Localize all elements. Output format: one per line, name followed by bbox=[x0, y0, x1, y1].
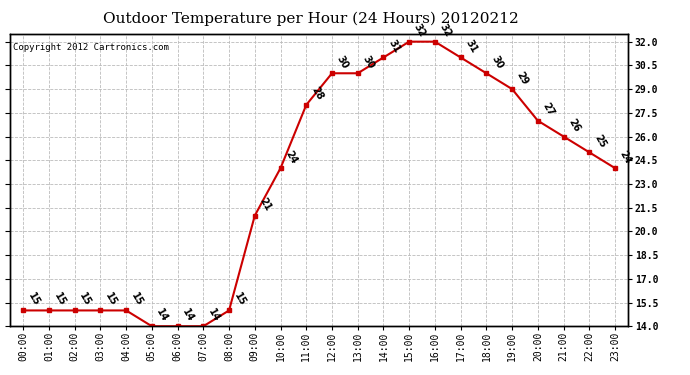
Text: 29: 29 bbox=[515, 70, 531, 86]
Text: 31: 31 bbox=[464, 38, 479, 55]
Text: 15: 15 bbox=[232, 291, 247, 308]
Text: 14: 14 bbox=[180, 307, 196, 324]
Text: 14: 14 bbox=[206, 307, 221, 324]
Text: 15: 15 bbox=[26, 291, 41, 308]
Text: 24: 24 bbox=[284, 148, 299, 165]
Text: 28: 28 bbox=[309, 86, 324, 102]
Text: 15: 15 bbox=[129, 291, 144, 308]
Text: 14: 14 bbox=[155, 307, 170, 324]
Text: 27: 27 bbox=[541, 101, 556, 118]
Text: Outdoor Temperature per Hour (24 Hours) 20120212: Outdoor Temperature per Hour (24 Hours) … bbox=[103, 11, 518, 26]
Text: 21: 21 bbox=[257, 196, 273, 213]
Text: 25: 25 bbox=[592, 133, 607, 150]
Text: 24: 24 bbox=[618, 148, 633, 165]
Text: 30: 30 bbox=[360, 54, 376, 70]
Text: 30: 30 bbox=[489, 54, 504, 70]
Text: 32: 32 bbox=[412, 22, 427, 39]
Text: 15: 15 bbox=[52, 291, 67, 308]
Text: 26: 26 bbox=[566, 117, 582, 134]
Text: 15: 15 bbox=[77, 291, 93, 308]
Text: Copyright 2012 Cartronics.com: Copyright 2012 Cartronics.com bbox=[13, 42, 169, 51]
Text: 30: 30 bbox=[335, 54, 351, 70]
Text: 31: 31 bbox=[386, 38, 402, 55]
Text: 32: 32 bbox=[437, 22, 453, 39]
Text: 15: 15 bbox=[104, 291, 119, 308]
